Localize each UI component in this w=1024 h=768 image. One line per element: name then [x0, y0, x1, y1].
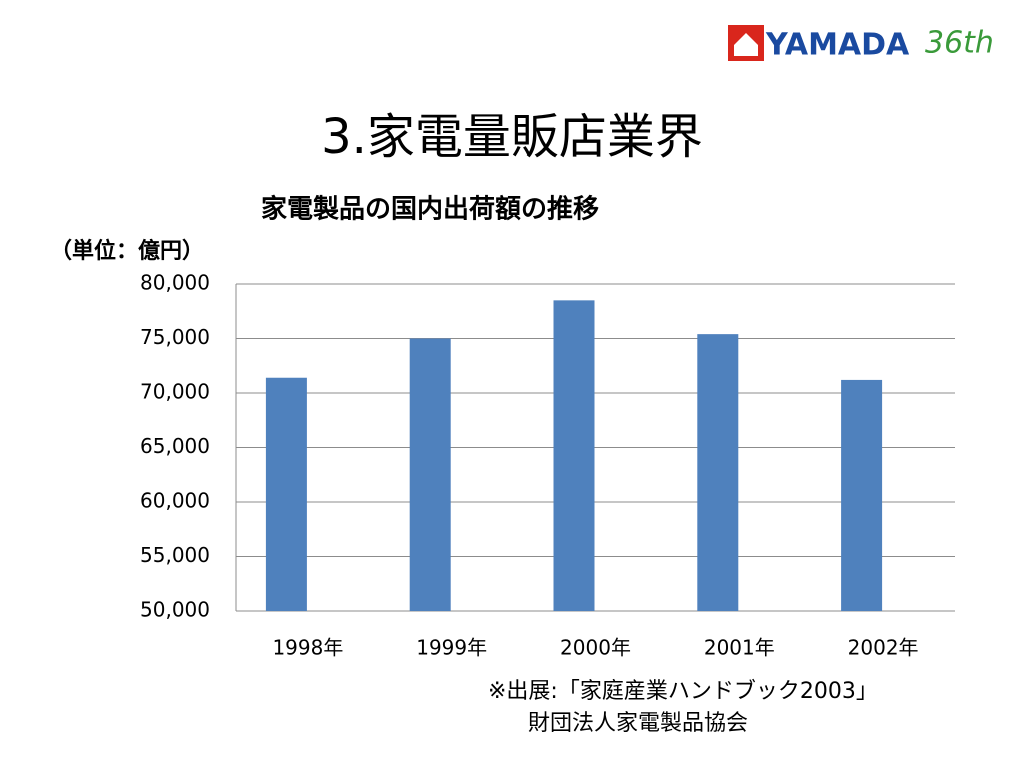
y-tick-label: 65,000: [140, 434, 210, 458]
y-tick-label: 70,000: [140, 380, 210, 404]
chart-title: 家電製品の国内出荷額の推移: [261, 194, 599, 225]
logo-anniversary: 36th: [925, 26, 994, 61]
x-tick-label: 2002年: [848, 636, 919, 660]
x-tick-label: 2000年: [560, 636, 631, 660]
source-line: 財団法人家電製品協会: [528, 711, 748, 736]
y-tick-label: 80,000: [140, 271, 210, 295]
y-tick-label: 50,000: [140, 598, 210, 622]
bar: [841, 379, 883, 611]
source-line: ※出展:「家庭産業ハンドブック2003」: [488, 679, 878, 704]
y-tick-label: 60,000: [140, 489, 210, 513]
x-tick-label: 2001年: [704, 636, 775, 660]
bar: [265, 377, 307, 611]
logo: YAMADA 36th: [728, 25, 994, 63]
logo-name: YAMADA: [765, 28, 910, 63]
x-tick-label: 1998年: [272, 636, 343, 660]
bar: [697, 334, 739, 611]
y-tick-label: 55,000: [140, 543, 210, 567]
y-axis-label: （単位：億円）: [50, 238, 204, 264]
logo-house: [734, 33, 758, 56]
y-tick-label: 75,000: [140, 325, 210, 349]
x-tick-label: 1999年: [416, 636, 487, 660]
slide-title: 3.家電量販店業界: [321, 109, 703, 165]
bar: [553, 300, 595, 611]
bar: [409, 338, 451, 611]
